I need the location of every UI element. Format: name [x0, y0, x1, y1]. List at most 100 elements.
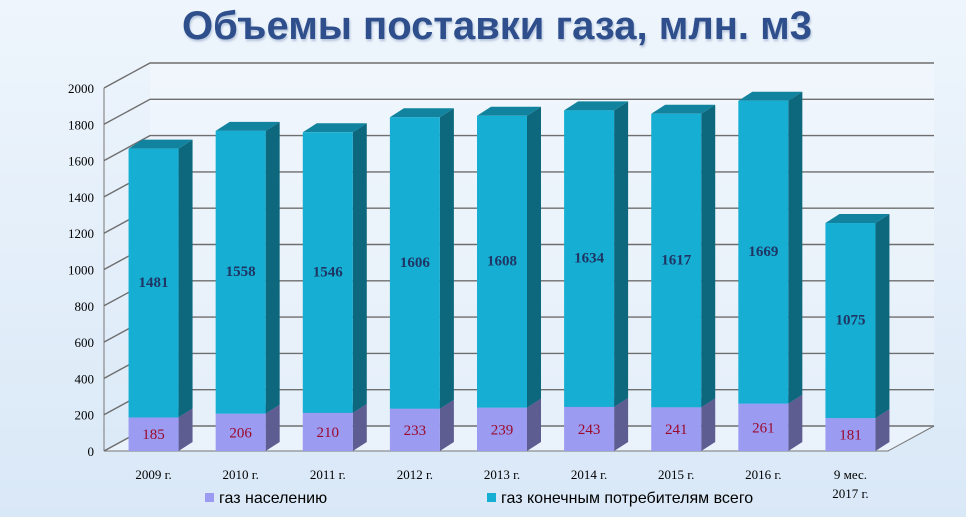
bar-segment-end-consumers-top	[302, 123, 367, 133]
bar-segment-population-side	[178, 408, 193, 451]
bar-segment-population-side	[439, 399, 454, 451]
bar-segment-end-consumers-side	[788, 91, 803, 404]
bar-segment-population	[302, 412, 353, 451]
y-tick-label: 1600	[68, 154, 94, 169]
data-label-end-consumers: 1608	[487, 254, 517, 270]
chart-title: Объемы поставки газа, млн. м3	[182, 4, 812, 48]
bar-segment-end-consumers-top	[477, 106, 541, 116]
gridline	[103, 98, 934, 125]
legend-swatch	[205, 493, 214, 502]
data-label-population: 181	[839, 428, 862, 444]
bar-segment-population-side	[875, 409, 890, 451]
y-tick-label: 200	[75, 408, 95, 423]
bar-segment-end-consumers-top	[215, 121, 280, 131]
x-tick-label: 2011 г.	[310, 467, 346, 482]
data-label-population: 233	[404, 423, 427, 439]
bar-segment-end-consumers	[477, 115, 527, 408]
y-tick-label: 1400	[68, 190, 94, 205]
y-tick-label: 600	[75, 335, 95, 350]
bar-segment-end-consumers	[738, 100, 789, 404]
data-label-end-consumers: 1481	[139, 275, 169, 291]
legend-label: газ конечным потребителям всего	[501, 490, 753, 507]
bar-segment-population-side	[701, 398, 716, 451]
bar-segment-end-consumers	[302, 132, 353, 413]
bar-group: 206 1558	[215, 121, 280, 451]
y-axis-ticks: 0 200 400 600 800 1000 1200 1400 1600 1800 2000	[68, 81, 94, 459]
data-label-end-consumers: 1558	[226, 264, 256, 280]
data-label-population: 243	[578, 422, 601, 438]
bar-segment-end-consumers-top	[825, 214, 890, 224]
bar-group: 181 1075	[825, 214, 890, 451]
bar-segment-end-consumers-side	[527, 106, 541, 408]
bar-segment-end-consumers-top	[564, 101, 629, 111]
data-label-population: 239	[491, 422, 514, 438]
chart-bars: 185 1481 206 1558 210 1546 233 1606 239 1608 243 16…	[128, 91, 890, 451]
bar-segment-population	[128, 417, 179, 451]
legend-item: газ населению	[205, 490, 327, 507]
x-tick-label: 2012 г.	[397, 467, 433, 482]
bar-segment-end-consumers	[651, 113, 702, 408]
bar-group: 243 1634	[564, 101, 629, 451]
x-tick-label: 2017 г.	[832, 486, 868, 501]
x-tick-label: 2016 г.	[745, 467, 781, 482]
bar-segment-end-consumers-top	[738, 91, 803, 101]
data-label-population: 241	[665, 422, 688, 438]
bar-segment-end-consumers	[564, 110, 615, 407]
legend-item: газ конечным потребителям всего	[487, 490, 753, 507]
bar-segment-end-consumers	[825, 223, 876, 419]
x-tick-label: 2013 г.	[484, 467, 520, 482]
y-tick-label: 800	[75, 299, 95, 314]
bar-segment-end-consumers-side	[614, 101, 629, 407]
bar-segment-end-consumers-side	[352, 123, 367, 413]
legend-label: газ населению	[219, 490, 327, 507]
y-tick-label: 1800	[68, 117, 94, 132]
bar-segment-population	[564, 406, 615, 451]
bar-group: 261 1669	[738, 91, 803, 451]
data-label-end-consumers: 1669	[748, 244, 778, 260]
bar-segment-end-consumers	[128, 148, 179, 418]
gridline	[103, 62, 934, 89]
legend-swatch	[487, 493, 496, 502]
bar-segment-population-side	[788, 394, 803, 451]
bar-segment-end-consumers-side	[701, 104, 716, 408]
data-label-end-consumers: 1606	[400, 255, 431, 271]
bar-segment-population-side	[527, 398, 541, 451]
bar-segment-end-consumers-top	[128, 139, 193, 149]
bar-segment-end-consumers-top	[651, 104, 716, 114]
y-tick-label: 1200	[68, 226, 94, 241]
bar-segment-end-consumers	[215, 130, 266, 414]
bar-group: 233 1606	[389, 108, 454, 451]
bar-segment-population	[477, 407, 527, 451]
data-label-population: 185	[142, 427, 165, 443]
x-axis-labels: 2009 г. 2010 г. 2011 г. 2012 г. 2013 г. 2014 …	[135, 467, 868, 501]
data-label-end-consumers: 1617	[661, 253, 692, 269]
bar-segment-end-consumers	[389, 117, 440, 409]
y-tick-label: 1000	[68, 263, 94, 278]
bar-group: 185 1481	[128, 139, 193, 451]
bar-segment-end-consumers-top	[389, 108, 454, 118]
x-tick-label: 9 мес.	[834, 467, 867, 482]
bar-segment-population	[389, 408, 440, 451]
x-tick-label: 2009 г.	[135, 467, 171, 482]
bar-segment-population-side	[265, 404, 280, 451]
data-label-population: 261	[752, 420, 775, 436]
x-tick-label: 2010 г.	[222, 467, 258, 482]
bar-segment-population-side	[352, 403, 367, 451]
bar-segment-end-consumers-side	[265, 121, 280, 414]
x-tick-label: 2015 г.	[658, 467, 694, 482]
bar-segment-end-consumers-side	[178, 139, 193, 418]
bar-segment-population	[651, 407, 702, 451]
bar-group: 239 1608	[477, 106, 541, 451]
data-label-population: 210	[317, 425, 340, 441]
bar-segment-end-consumers-side	[439, 108, 454, 409]
bar-group: 241 1617	[651, 104, 716, 451]
bar-segment-end-consumers-side	[875, 214, 890, 419]
bar-segment-population	[738, 403, 789, 451]
y-tick-label: 400	[75, 371, 95, 386]
bar-segment-population	[215, 413, 266, 451]
data-label-end-consumers: 1634	[574, 251, 605, 267]
bar-segment-population-side	[614, 397, 629, 451]
data-label-population: 206	[229, 425, 252, 441]
y-tick-label: 0	[88, 444, 95, 459]
